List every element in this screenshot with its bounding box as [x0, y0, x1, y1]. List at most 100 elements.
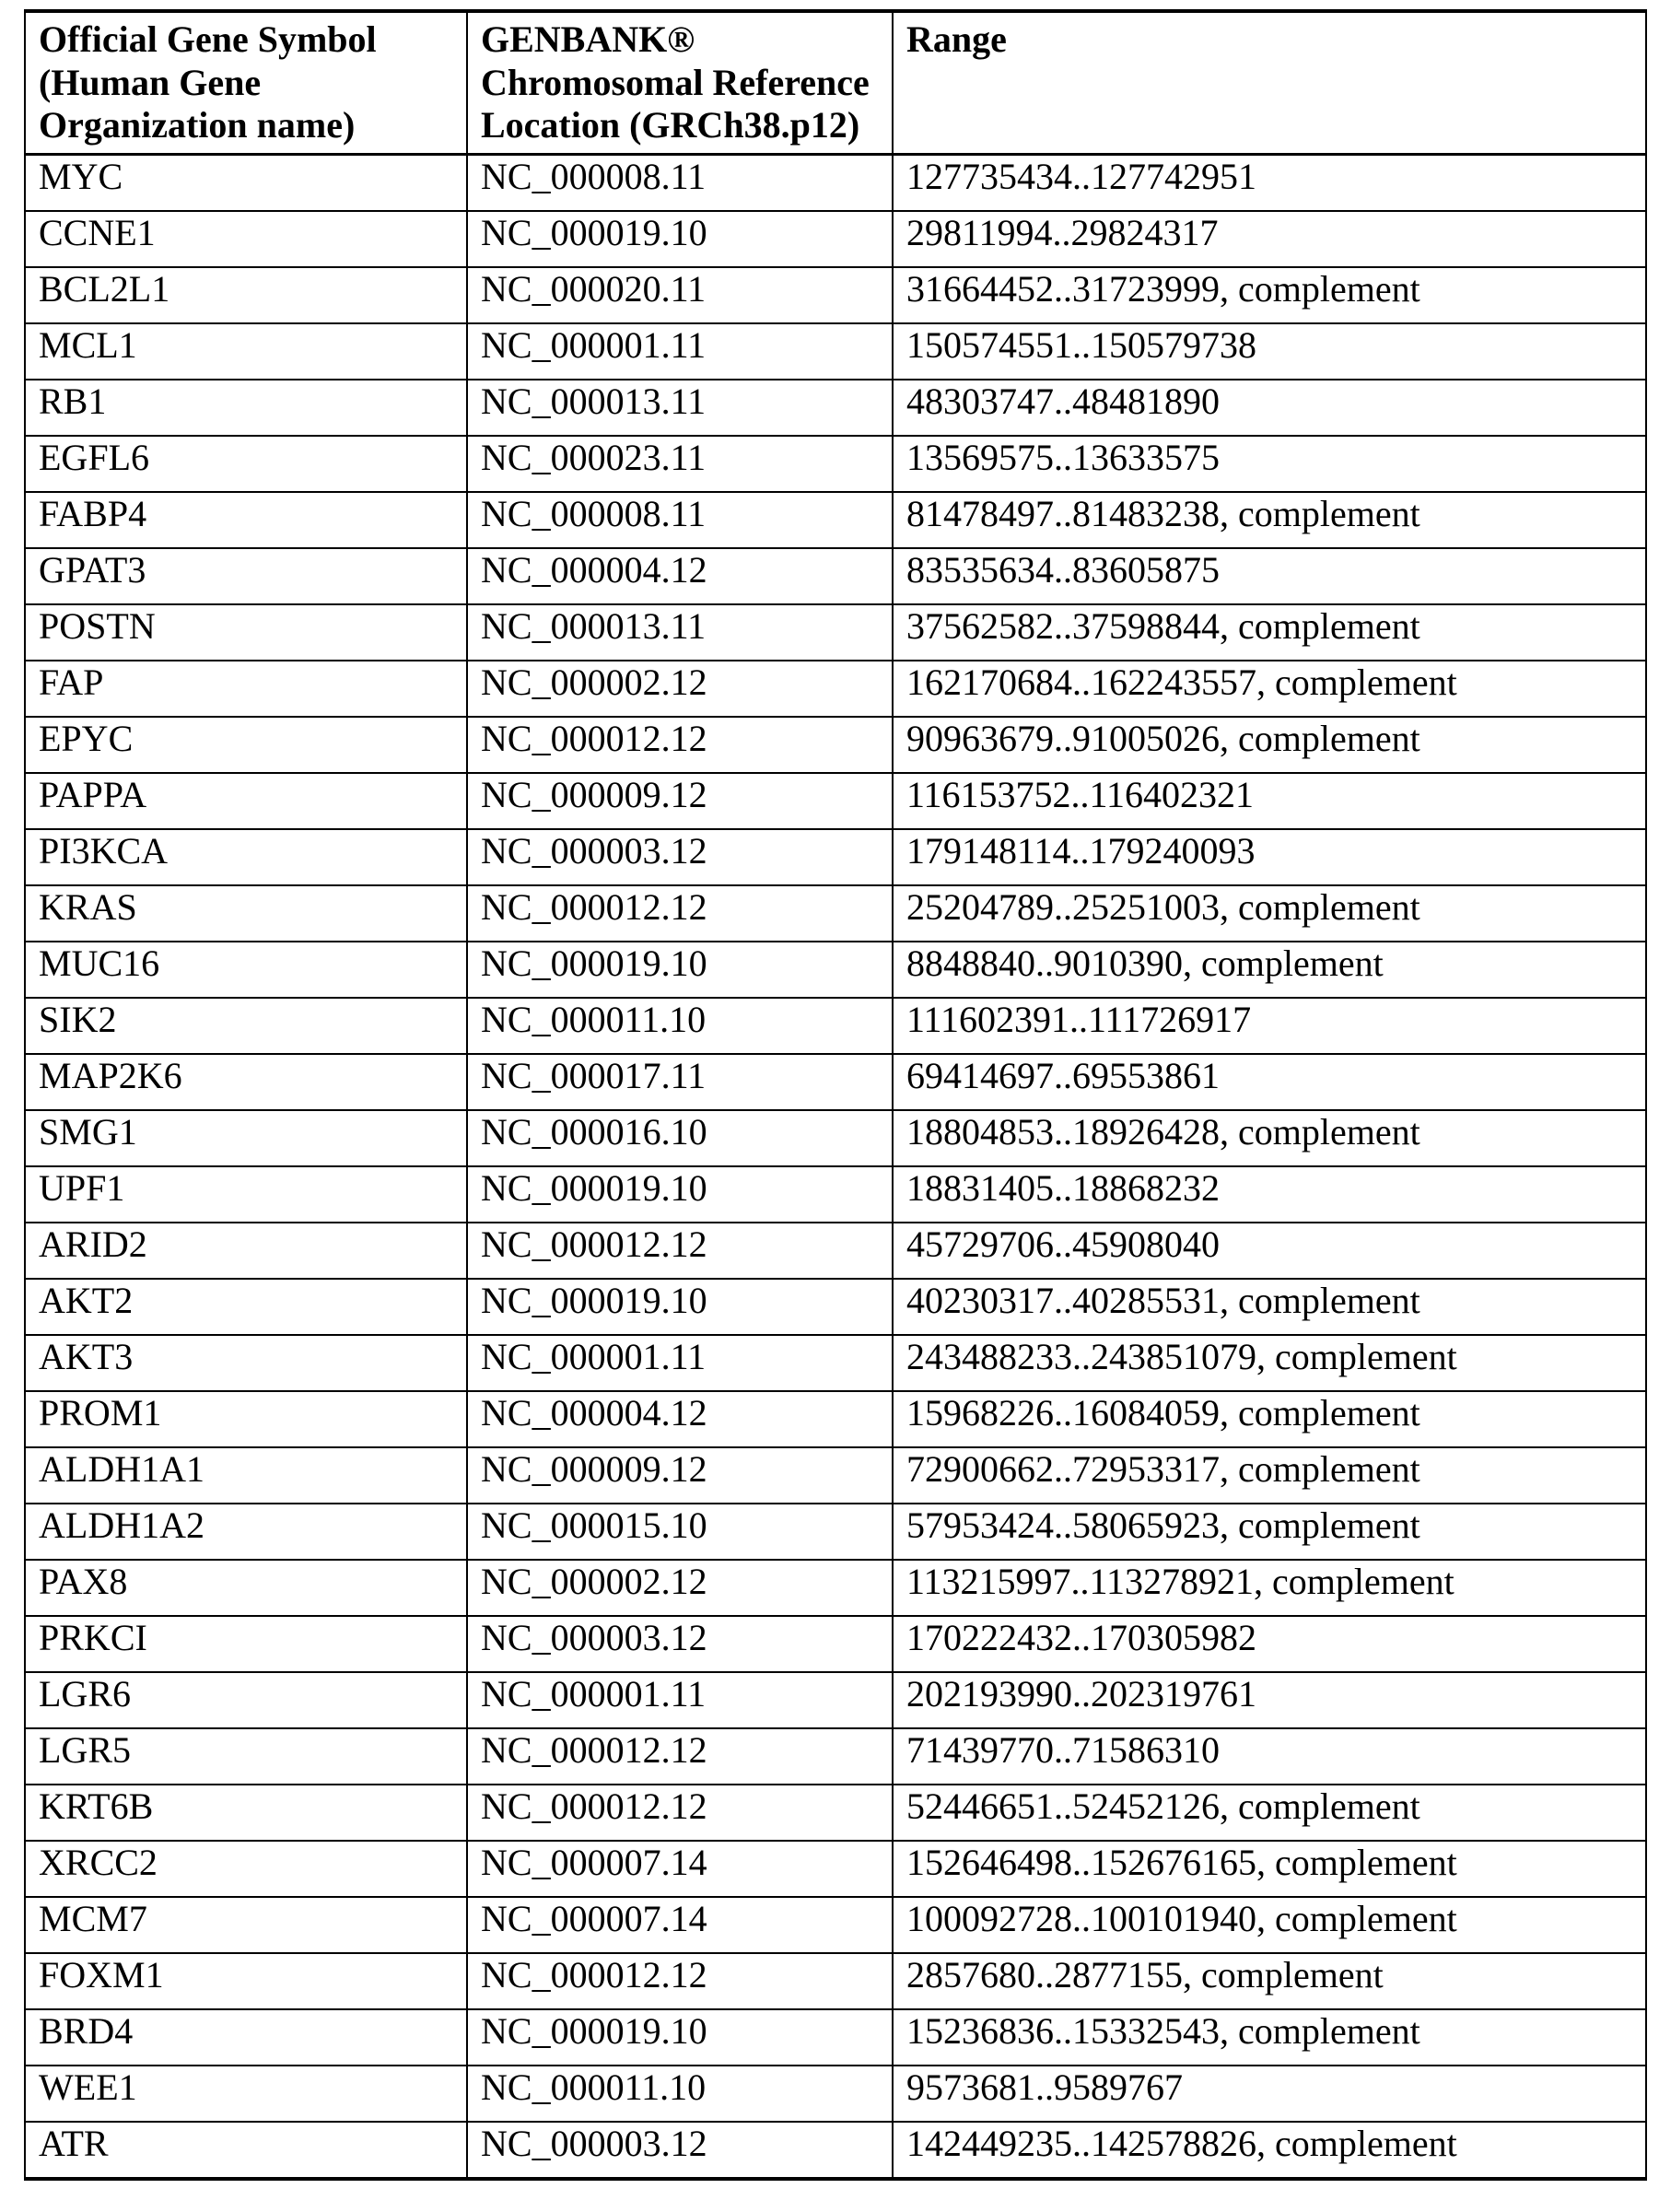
table-row: SIK2NC_000011.10111602391..111726917	[25, 998, 1646, 1054]
cell-genbank-reference: NC_000013.11	[467, 380, 893, 436]
cell-gene-symbol: UPF1	[25, 1166, 467, 1223]
table-row: AKT3NC_000001.11243488233..243851079, co…	[25, 1335, 1646, 1391]
cell-genbank-reference: NC_000012.12	[467, 1953, 893, 2009]
cell-range: 57953424..58065923, complement	[893, 1504, 1646, 1560]
cell-range: 31664452..31723999, complement	[893, 267, 1646, 323]
table-row: MAP2K6NC_000017.1169414697..69553861	[25, 1054, 1646, 1110]
table-row: FABP4NC_000008.1181478497..81483238, com…	[25, 492, 1646, 548]
cell-range: 127735434..127742951	[893, 154, 1646, 211]
cell-gene-symbol: GPAT3	[25, 548, 467, 604]
cell-range: 18831405..18868232	[893, 1166, 1646, 1223]
table-row: LGR6NC_000001.11202193990..202319761	[25, 1672, 1646, 1728]
cell-range: 69414697..69553861	[893, 1054, 1646, 1110]
table-row: ARID2NC_000012.1245729706..45908040	[25, 1223, 1646, 1279]
cell-gene-symbol: ATR	[25, 2122, 467, 2179]
cell-gene-symbol: PI3KCA	[25, 829, 467, 885]
cell-range: 18804853..18926428, complement	[893, 1110, 1646, 1166]
column-header-gene-symbol: Official Gene Symbol (Human Gene Organiz…	[25, 11, 467, 154]
cell-genbank-reference: NC_000020.11	[467, 267, 893, 323]
cell-genbank-reference: NC_000012.12	[467, 1728, 893, 1785]
table-row: SMG1NC_000016.1018804853..18926428, comp…	[25, 1110, 1646, 1166]
table-row: RB1NC_000013.1148303747..48481890	[25, 380, 1646, 436]
table-header: Official Gene Symbol (Human Gene Organiz…	[25, 11, 1646, 154]
cell-range: 83535634..83605875	[893, 548, 1646, 604]
page-root: Official Gene Symbol (Human Gene Organiz…	[0, 0, 1659, 2212]
cell-range: 71439770..71586310	[893, 1728, 1646, 1785]
cell-range: 9573681..9589767	[893, 2066, 1646, 2122]
cell-range: 2857680..2877155, complement	[893, 1953, 1646, 2009]
cell-gene-symbol: WEE1	[25, 2066, 467, 2122]
cell-range: 100092728..100101940, complement	[893, 1897, 1646, 1953]
table-row: EGFL6NC_000023.1113569575..13633575	[25, 436, 1646, 492]
table-row: PAPPANC_000009.12116153752..116402321	[25, 773, 1646, 829]
cell-genbank-reference: NC_000003.12	[467, 2122, 893, 2179]
table-row: MUC16NC_000019.108848840..9010390, compl…	[25, 942, 1646, 998]
cell-genbank-reference: NC_000019.10	[467, 942, 893, 998]
cell-gene-symbol: BRD4	[25, 2009, 467, 2066]
cell-genbank-reference: NC_000003.12	[467, 1616, 893, 1672]
table-body: MYCNC_000008.11127735434..127742951CCNE1…	[25, 154, 1646, 2179]
cell-gene-symbol: ALDH1A2	[25, 1504, 467, 1560]
cell-genbank-reference: NC_000019.10	[467, 2009, 893, 2066]
column-header-range: Range	[893, 11, 1646, 154]
cell-genbank-reference: NC_000003.12	[467, 829, 893, 885]
cell-gene-symbol: KRAS	[25, 885, 467, 942]
table-row: CCNE1NC_000019.1029811994..29824317	[25, 211, 1646, 267]
cell-range: 111602391..111726917	[893, 998, 1646, 1054]
cell-gene-symbol: MAP2K6	[25, 1054, 467, 1110]
header-row: Official Gene Symbol (Human Gene Organiz…	[25, 11, 1646, 154]
cell-gene-symbol: EGFL6	[25, 436, 467, 492]
cell-gene-symbol: ALDH1A1	[25, 1447, 467, 1504]
cell-genbank-reference: NC_000019.10	[467, 211, 893, 267]
cell-genbank-reference: NC_000007.14	[467, 1897, 893, 1953]
cell-range: 202193990..202319761	[893, 1672, 1646, 1728]
cell-gene-symbol: RB1	[25, 380, 467, 436]
table-row: PAX8NC_000002.12113215997..113278921, co…	[25, 1560, 1646, 1616]
table-row: ALDH1A1NC_000009.1272900662..72953317, c…	[25, 1447, 1646, 1504]
cell-gene-symbol: SIK2	[25, 998, 467, 1054]
cell-genbank-reference: NC_000007.14	[467, 1841, 893, 1897]
table-row: AKT2NC_000019.1040230317..40285531, comp…	[25, 1279, 1646, 1335]
table-row: MCL1NC_000001.11150574551..150579738	[25, 323, 1646, 380]
table-row: WEE1NC_000011.109573681..9589767	[25, 2066, 1646, 2122]
cell-range: 179148114..179240093	[893, 829, 1646, 885]
table-row: PI3KCANC_000003.12179148114..179240093	[25, 829, 1646, 885]
table-row: MCM7NC_000007.14100092728..100101940, co…	[25, 1897, 1646, 1953]
cell-gene-symbol: KRT6B	[25, 1785, 467, 1841]
cell-gene-symbol: ARID2	[25, 1223, 467, 1279]
cell-range: 72900662..72953317, complement	[893, 1447, 1646, 1504]
cell-genbank-reference: NC_000012.12	[467, 717, 893, 773]
cell-range: 243488233..243851079, complement	[893, 1335, 1646, 1391]
cell-genbank-reference: NC_000011.10	[467, 2066, 893, 2122]
cell-genbank-reference: NC_000012.12	[467, 885, 893, 942]
cell-range: 29811994..29824317	[893, 211, 1646, 267]
cell-range: 162170684..162243557, complement	[893, 661, 1646, 717]
cell-genbank-reference: NC_000004.12	[467, 548, 893, 604]
table-row: BRD4NC_000019.1015236836..15332543, comp…	[25, 2009, 1646, 2066]
table-row: ALDH1A2NC_000015.1057953424..58065923, c…	[25, 1504, 1646, 1560]
cell-gene-symbol: SMG1	[25, 1110, 467, 1166]
cell-gene-symbol: PRKCI	[25, 1616, 467, 1672]
cell-gene-symbol: PROM1	[25, 1391, 467, 1447]
cell-gene-symbol: MYC	[25, 154, 467, 211]
cell-gene-symbol: FOXM1	[25, 1953, 467, 2009]
cell-genbank-reference: NC_000012.12	[467, 1785, 893, 1841]
gene-reference-table: Official Gene Symbol (Human Gene Organiz…	[24, 9, 1647, 2181]
cell-genbank-reference: NC_000016.10	[467, 1110, 893, 1166]
cell-genbank-reference: NC_000004.12	[467, 1391, 893, 1447]
cell-genbank-reference: NC_000001.11	[467, 1672, 893, 1728]
cell-genbank-reference: NC_000001.11	[467, 323, 893, 380]
table-row: KRASNC_000012.1225204789..25251003, comp…	[25, 885, 1646, 942]
table-row: BCL2L1NC_000020.1131664452..31723999, co…	[25, 267, 1646, 323]
table-row: PROM1NC_000004.1215968226..16084059, com…	[25, 1391, 1646, 1447]
cell-genbank-reference: NC_000002.12	[467, 1560, 893, 1616]
table-row: EPYCNC_000012.1290963679..91005026, comp…	[25, 717, 1646, 773]
cell-genbank-reference: NC_000019.10	[467, 1279, 893, 1335]
cell-genbank-reference: NC_000009.12	[467, 773, 893, 829]
cell-gene-symbol: PAPPA	[25, 773, 467, 829]
cell-range: 25204789..25251003, complement	[893, 885, 1646, 942]
table-row: KRT6BNC_000012.1252446651..52452126, com…	[25, 1785, 1646, 1841]
cell-range: 142449235..142578826, complement	[893, 2122, 1646, 2179]
table-row: MYCNC_000008.11127735434..127742951	[25, 154, 1646, 211]
cell-genbank-reference: NC_000002.12	[467, 661, 893, 717]
